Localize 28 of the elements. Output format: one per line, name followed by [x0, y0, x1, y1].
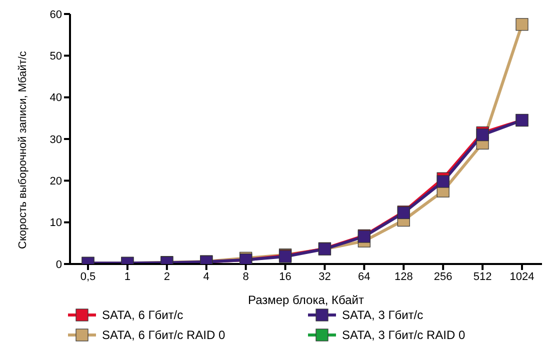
x-tick-label: 512 — [473, 270, 492, 283]
x-tick-label: 4 — [203, 270, 210, 283]
y-axis-title: Скорость выборочной записи, Мбайт/с — [16, 50, 29, 249]
x-tick-label: 0,5 — [80, 270, 96, 283]
legend-label: SATA, 6 Гбит/с — [102, 308, 184, 322]
y-tick-label: 20 — [50, 176, 62, 188]
y-tick-label: 40 — [50, 92, 62, 104]
x-tick-label: 128 — [394, 270, 413, 283]
y-tick-label: 10 — [50, 217, 62, 230]
x-tick-label: 8 — [242, 270, 249, 283]
y-tick-label: 60 — [50, 8, 62, 21]
x-tick-label: 64 — [358, 270, 370, 283]
legend-label: SATA, 6 Гбит/с RAID 0 — [102, 328, 226, 342]
x-tick-label: 16 — [279, 270, 292, 283]
point — [516, 18, 528, 31]
x-tick-label: 1024 — [510, 270, 534, 283]
point — [476, 128, 489, 142]
legend-label: SATA, 3 Гбит/с RAID 0 — [342, 328, 466, 342]
x-tick-label: 2 — [164, 270, 170, 283]
x-tick-label: 1 — [124, 270, 131, 283]
x-axis-title: Размер блока, Кбайт — [248, 293, 365, 307]
y-tick-label: 0 — [56, 258, 62, 271]
y-tick-label: 30 — [50, 134, 62, 146]
point — [436, 175, 450, 188]
x-tick-label: 256 — [434, 270, 452, 283]
legend-label: SATA, 3 Гбит/с — [342, 308, 424, 322]
y-tick-label: 50 — [50, 50, 62, 63]
x-tick-label: 32 — [318, 270, 331, 283]
